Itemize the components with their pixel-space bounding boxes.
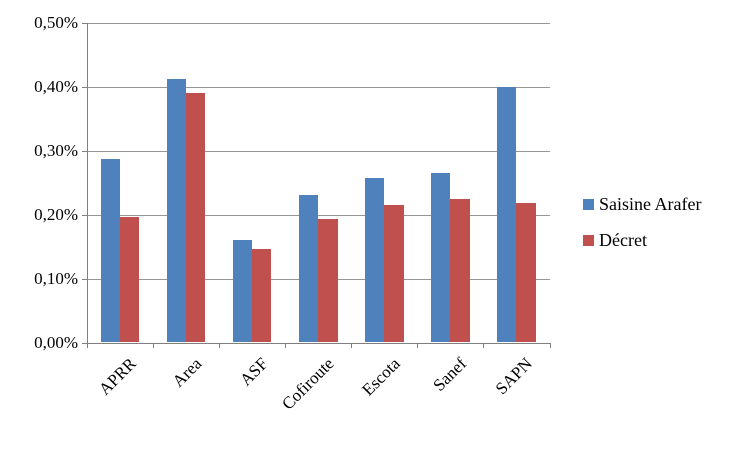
x-axis-label-sapn: SAPN bbox=[491, 353, 536, 398]
x-axis-label-aprr: APRR bbox=[94, 353, 140, 399]
y-axis-tick-label: 0,50% bbox=[34, 13, 78, 32]
bar-saisine-arafer-cofiroute bbox=[298, 194, 319, 343]
legend-item-decret: Décret bbox=[583, 230, 701, 250]
bar-decret-sapn bbox=[516, 203, 536, 343]
bar-saisine-arafer-sanef bbox=[431, 172, 451, 343]
legend-swatch-decret bbox=[583, 234, 594, 246]
y-axis-tick bbox=[82, 342, 87, 344]
x-axis-tick bbox=[549, 342, 551, 348]
x-axis-label-area: Area bbox=[168, 353, 206, 391]
bar-decret-area bbox=[186, 93, 206, 343]
x-axis-tick bbox=[417, 342, 419, 348]
y-axis-tick bbox=[82, 278, 87, 280]
y-axis-tick bbox=[82, 150, 87, 152]
y-axis-line bbox=[87, 23, 88, 348]
y-axis-tick bbox=[82, 86, 87, 88]
legend-label-decret: Décret bbox=[599, 229, 647, 250]
legend-swatch-saisine-arafer bbox=[583, 198, 594, 210]
x-axis-label-sanef: Sanef bbox=[429, 353, 470, 395]
y-axis-tick bbox=[82, 23, 87, 24]
gridline bbox=[87, 214, 550, 216]
x-axis-tick bbox=[219, 342, 221, 348]
bar-decret-sanef bbox=[450, 198, 470, 343]
legend: Saisine Arafer Décret bbox=[583, 194, 701, 266]
y-axis-tick-label: 0,20% bbox=[34, 204, 78, 224]
bar-saisine-arafer-sapn bbox=[497, 86, 517, 343]
y-axis-tick-label: 0,30% bbox=[34, 140, 78, 160]
bar-decret-cofiroute bbox=[318, 218, 338, 343]
legend-item-saisine-arafer: Saisine Arafer bbox=[583, 194, 701, 214]
bar-decret-asf bbox=[252, 249, 272, 343]
gridline bbox=[87, 150, 550, 152]
gridline bbox=[87, 86, 550, 88]
gridline bbox=[87, 23, 550, 24]
x-axis-tick bbox=[285, 342, 287, 348]
y-axis-tick-label: 0,10% bbox=[34, 268, 78, 288]
legend-label-saisine-arafer: Saisine Arafer bbox=[599, 193, 702, 214]
bar-saisine-arafer-escota bbox=[365, 178, 385, 343]
y-axis-tick-label: 0,00% bbox=[34, 332, 78, 352]
bar-saisine-arafer-area bbox=[166, 78, 187, 343]
x-axis-label-cofiroute: Cofiroute bbox=[278, 353, 338, 414]
x-axis-tick bbox=[87, 342, 88, 348]
x-axis-line bbox=[87, 342, 550, 344]
x-axis-label-escota: Escota bbox=[358, 353, 404, 399]
bar-saisine-arafer-asf bbox=[232, 240, 253, 343]
y-axis-tick-label: 0,40% bbox=[34, 76, 78, 96]
x-axis-tick bbox=[351, 342, 353, 348]
x-axis-tick bbox=[483, 342, 485, 348]
bar-decret-escota bbox=[384, 205, 404, 343]
y-axis-tick bbox=[82, 214, 87, 216]
x-axis-tick bbox=[153, 342, 155, 348]
bar-decret-aprr bbox=[120, 216, 140, 343]
bar-saisine-arafer-aprr bbox=[100, 159, 121, 343]
x-axis-label-asf: ASF bbox=[236, 353, 272, 389]
